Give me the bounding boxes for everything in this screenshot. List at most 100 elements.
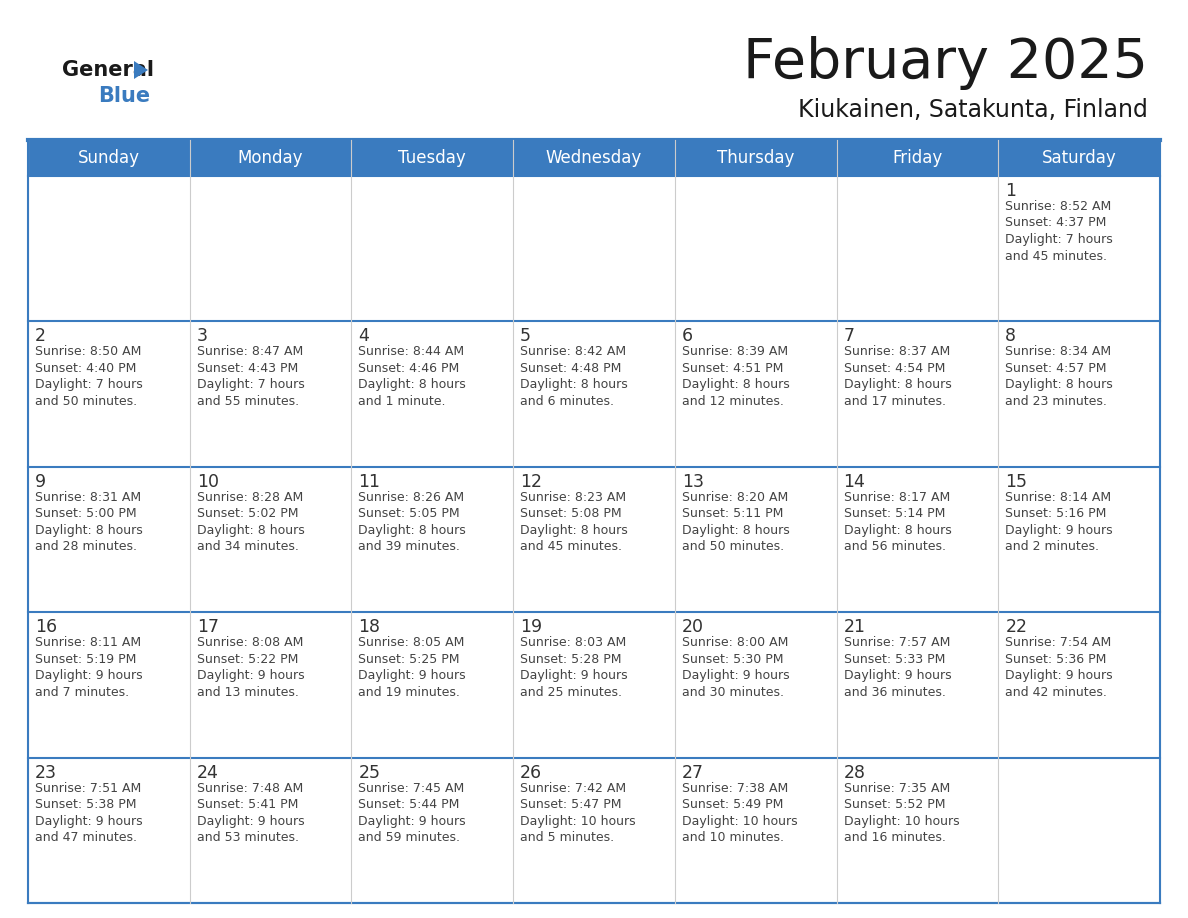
Text: Sunset: 5:19 PM: Sunset: 5:19 PM	[34, 653, 137, 666]
Text: and 23 minutes.: and 23 minutes.	[1005, 395, 1107, 408]
Text: 2: 2	[34, 328, 46, 345]
Text: Sunset: 5:25 PM: Sunset: 5:25 PM	[359, 653, 460, 666]
Text: and 13 minutes.: and 13 minutes.	[197, 686, 298, 699]
Bar	[29, 321, 190, 466]
Bar	[29, 466, 190, 612]
Text: and 28 minutes.: and 28 minutes.	[34, 541, 137, 554]
Bar	[836, 321, 998, 466]
Bar	[352, 612, 513, 757]
Text: 14: 14	[843, 473, 865, 491]
Bar	[998, 176, 1159, 321]
Bar	[29, 176, 190, 321]
Text: and 39 minutes.: and 39 minutes.	[359, 541, 460, 554]
Text: Sunrise: 7:51 AM: Sunrise: 7:51 AM	[34, 781, 141, 795]
Text: Sunrise: 8:37 AM: Sunrise: 8:37 AM	[843, 345, 950, 358]
Text: 16: 16	[34, 618, 57, 636]
Text: and 59 minutes.: and 59 minutes.	[359, 831, 461, 844]
Bar	[352, 176, 513, 321]
Text: and 36 minutes.: and 36 minutes.	[843, 686, 946, 699]
Text: Sunset: 5:05 PM: Sunset: 5:05 PM	[359, 508, 460, 521]
Text: Sunrise: 7:54 AM: Sunrise: 7:54 AM	[1005, 636, 1112, 649]
Bar	[998, 757, 1159, 903]
Bar	[190, 612, 352, 757]
Text: Sunset: 5:00 PM: Sunset: 5:00 PM	[34, 508, 137, 521]
Text: February 2025: February 2025	[742, 36, 1148, 90]
Text: Tuesday: Tuesday	[398, 149, 466, 167]
Text: Daylight: 10 hours: Daylight: 10 hours	[682, 814, 797, 828]
Text: Saturday: Saturday	[1042, 149, 1117, 167]
Text: Sunrise: 8:34 AM: Sunrise: 8:34 AM	[1005, 345, 1112, 358]
Text: Sunrise: 8:52 AM: Sunrise: 8:52 AM	[1005, 200, 1112, 213]
Text: Sunrise: 7:48 AM: Sunrise: 7:48 AM	[197, 781, 303, 795]
Bar	[513, 612, 675, 757]
Text: 10: 10	[197, 473, 219, 491]
Text: and 47 minutes.: and 47 minutes.	[34, 831, 137, 844]
Text: Sunset: 5:33 PM: Sunset: 5:33 PM	[843, 653, 944, 666]
Text: Daylight: 8 hours: Daylight: 8 hours	[34, 524, 143, 537]
Text: Sunset: 5:47 PM: Sunset: 5:47 PM	[520, 798, 621, 812]
Bar	[513, 466, 675, 612]
Text: Daylight: 7 hours: Daylight: 7 hours	[1005, 233, 1113, 246]
Text: and 45 minutes.: and 45 minutes.	[1005, 250, 1107, 263]
Text: 25: 25	[359, 764, 380, 781]
Text: Sunset: 5:44 PM: Sunset: 5:44 PM	[359, 798, 460, 812]
Text: 12: 12	[520, 473, 542, 491]
Text: Daylight: 9 hours: Daylight: 9 hours	[197, 669, 304, 682]
Text: General: General	[62, 60, 154, 80]
Text: Sunset: 5:02 PM: Sunset: 5:02 PM	[197, 508, 298, 521]
Text: Daylight: 9 hours: Daylight: 9 hours	[1005, 669, 1113, 682]
Text: and 6 minutes.: and 6 minutes.	[520, 395, 614, 408]
Text: Sunrise: 7:38 AM: Sunrise: 7:38 AM	[682, 781, 788, 795]
Text: Sunset: 4:54 PM: Sunset: 4:54 PM	[843, 362, 944, 375]
Text: Sunrise: 8:00 AM: Sunrise: 8:00 AM	[682, 636, 788, 649]
Text: Daylight: 8 hours: Daylight: 8 hours	[682, 524, 790, 537]
Bar	[675, 757, 836, 903]
Text: Sunrise: 7:57 AM: Sunrise: 7:57 AM	[843, 636, 950, 649]
Text: Daylight: 8 hours: Daylight: 8 hours	[197, 524, 304, 537]
Text: Daylight: 8 hours: Daylight: 8 hours	[843, 378, 952, 391]
Text: Sunrise: 8:05 AM: Sunrise: 8:05 AM	[359, 636, 465, 649]
Text: Daylight: 7 hours: Daylight: 7 hours	[34, 378, 143, 391]
Text: 13: 13	[682, 473, 703, 491]
Text: 8: 8	[1005, 328, 1016, 345]
Bar	[836, 612, 998, 757]
Bar	[998, 612, 1159, 757]
Text: 27: 27	[682, 764, 703, 781]
Bar	[352, 321, 513, 466]
Text: 15: 15	[1005, 473, 1028, 491]
Text: 24: 24	[197, 764, 219, 781]
Text: and 5 minutes.: and 5 minutes.	[520, 831, 614, 844]
Text: Sunset: 5:28 PM: Sunset: 5:28 PM	[520, 653, 621, 666]
Bar	[675, 176, 836, 321]
Text: Sunset: 5:22 PM: Sunset: 5:22 PM	[197, 653, 298, 666]
Text: and 7 minutes.: and 7 minutes.	[34, 686, 129, 699]
Bar	[836, 466, 998, 612]
Text: 1: 1	[1005, 182, 1016, 200]
Text: and 50 minutes.: and 50 minutes.	[34, 395, 137, 408]
Text: 3: 3	[197, 328, 208, 345]
Text: Sunrise: 8:14 AM: Sunrise: 8:14 AM	[1005, 491, 1112, 504]
Text: Sunrise: 8:20 AM: Sunrise: 8:20 AM	[682, 491, 788, 504]
Text: Sunset: 5:30 PM: Sunset: 5:30 PM	[682, 653, 783, 666]
Text: Sunrise: 8:23 AM: Sunrise: 8:23 AM	[520, 491, 626, 504]
Bar	[836, 176, 998, 321]
Text: Kiukainen, Satakunta, Finland: Kiukainen, Satakunta, Finland	[798, 98, 1148, 122]
Text: Sunset: 4:51 PM: Sunset: 4:51 PM	[682, 362, 783, 375]
Text: Sunset: 4:57 PM: Sunset: 4:57 PM	[1005, 362, 1107, 375]
Text: and 25 minutes.: and 25 minutes.	[520, 686, 623, 699]
Bar	[190, 321, 352, 466]
Bar	[998, 466, 1159, 612]
Text: Thursday: Thursday	[718, 149, 795, 167]
Text: Sunrise: 8:26 AM: Sunrise: 8:26 AM	[359, 491, 465, 504]
Text: and 55 minutes.: and 55 minutes.	[197, 395, 299, 408]
Text: and 10 minutes.: and 10 minutes.	[682, 831, 784, 844]
Text: and 19 minutes.: and 19 minutes.	[359, 686, 460, 699]
Text: Sunrise: 8:31 AM: Sunrise: 8:31 AM	[34, 491, 141, 504]
Text: Sunrise: 8:47 AM: Sunrise: 8:47 AM	[197, 345, 303, 358]
Text: Sunrise: 8:28 AM: Sunrise: 8:28 AM	[197, 491, 303, 504]
Text: Daylight: 9 hours: Daylight: 9 hours	[359, 814, 466, 828]
Text: Sunrise: 7:45 AM: Sunrise: 7:45 AM	[359, 781, 465, 795]
Text: Daylight: 8 hours: Daylight: 8 hours	[359, 524, 466, 537]
Text: Wednesday: Wednesday	[545, 149, 643, 167]
Bar	[190, 176, 352, 321]
